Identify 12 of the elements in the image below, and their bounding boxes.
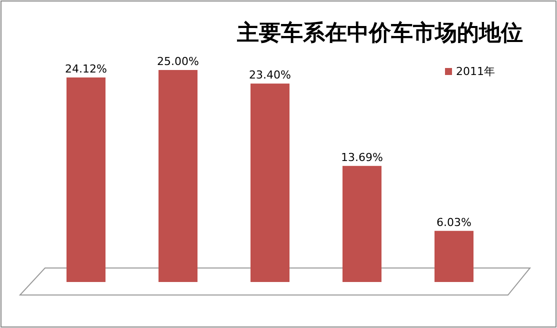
data-label: 25.00% — [157, 55, 199, 68]
data-label: 13.69% — [341, 150, 383, 164]
chart-title: 主要车系在中价车市场的地位 — [236, 20, 523, 46]
data-label: 23.40% — [249, 68, 291, 82]
data-label: 24.12% — [65, 62, 107, 76]
data-label: 6.03% — [436, 216, 472, 229]
bar — [158, 70, 198, 282]
bar — [434, 230, 474, 282]
bar — [342, 166, 382, 282]
bar — [66, 77, 106, 282]
bar — [250, 84, 290, 282]
legend-label: 2011年 — [456, 65, 495, 78]
